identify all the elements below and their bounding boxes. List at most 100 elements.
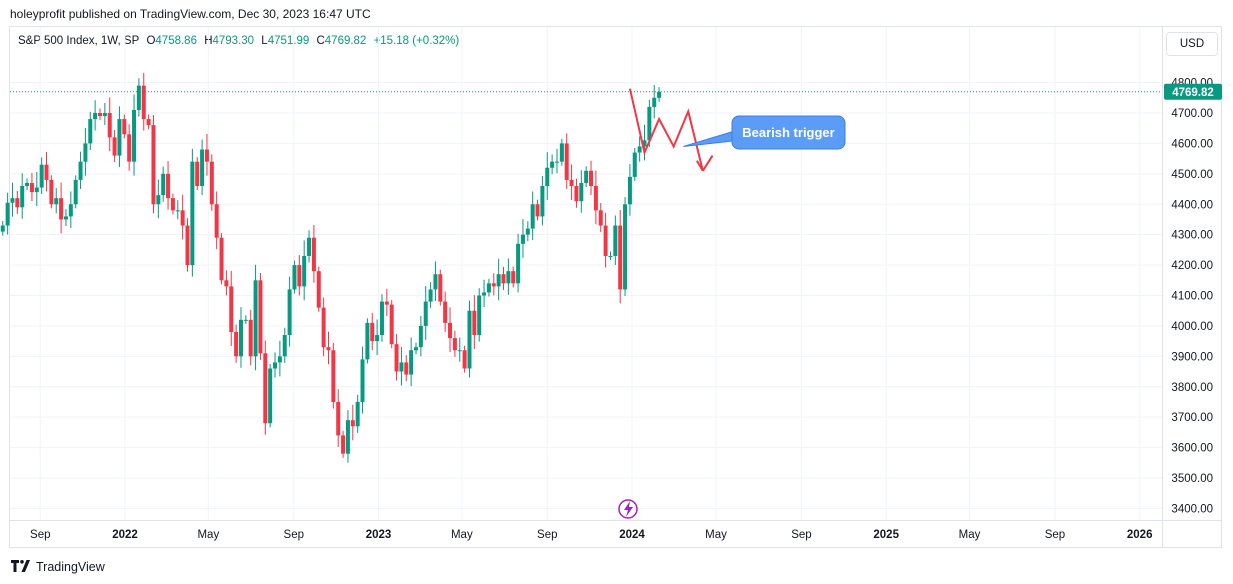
candle-body (554, 161, 559, 163)
candle-body (156, 195, 161, 205)
candle-body (263, 353, 268, 424)
candle-body (642, 140, 647, 147)
x-tick-label: 2024 (619, 529, 645, 541)
candle-body (428, 289, 433, 302)
y-tick-label: 4100.00 (1171, 291, 1213, 303)
candle-body (593, 186, 598, 211)
chart-frame (9, 26, 1222, 548)
y-tick-label: 4700.00 (1171, 108, 1213, 120)
candle-body (88, 119, 93, 144)
publisher-text: holeyprofit published on TradingView.com… (10, 7, 371, 21)
candle-body (20, 186, 25, 208)
candle-body (292, 265, 297, 290)
candle-body (25, 182, 30, 186)
currency-button[interactable]: USD (1166, 32, 1218, 56)
candle-body (253, 280, 258, 357)
x-tick-label: 2022 (112, 529, 138, 541)
candle-body (657, 91, 662, 98)
candle-body (195, 161, 200, 186)
candle-body (462, 350, 467, 369)
y-tick-label: 3900.00 (1171, 351, 1213, 363)
candle-body (637, 146, 642, 153)
candle-body (83, 143, 88, 162)
candle-body (603, 225, 608, 256)
candle-body (443, 301, 448, 323)
low-value: L4751.99 (261, 35, 310, 47)
candle-body (68, 204, 73, 217)
candle-body (404, 362, 409, 375)
y-tick-label: 4200.00 (1171, 260, 1213, 272)
candle-body (540, 186, 545, 217)
candle-body (29, 182, 34, 193)
open-value: O4758.86 (146, 35, 197, 47)
candle-body (170, 198, 175, 211)
candle-body (180, 210, 185, 226)
tradingview-logo-icon (11, 559, 31, 575)
candle-body (589, 170, 594, 186)
candle-body (0, 225, 5, 232)
candle-body (579, 182, 584, 202)
candle-body (482, 292, 487, 296)
candle-body (564, 143, 569, 180)
x-tick-label: 2023 (366, 529, 392, 541)
candle-body (73, 179, 78, 205)
x-tick-label: 2025 (873, 529, 899, 541)
candle-body (243, 319, 248, 321)
candle-body (574, 186, 579, 202)
candle-body (375, 335, 380, 342)
candle-body (608, 255, 613, 257)
candle-body (433, 274, 438, 290)
candle-body (389, 304, 394, 345)
y-tick-label: 3700.00 (1171, 412, 1213, 424)
candle-body (414, 347, 419, 351)
candle-body (520, 234, 525, 244)
y-tick-label: 4400.00 (1171, 199, 1213, 211)
x-tick-label: May (451, 529, 473, 541)
x-tick-label: Sep (30, 529, 50, 541)
candle-body (331, 350, 336, 402)
candle-body (97, 113, 102, 117)
y-tick-label: 3800.00 (1171, 382, 1213, 394)
candle-body (627, 176, 632, 205)
candle-body (370, 322, 375, 342)
y-tick-label: 3500.00 (1171, 473, 1213, 485)
close-value: C4769.82 (316, 35, 367, 47)
candle-body (311, 237, 316, 272)
candle-body (448, 322, 453, 339)
candle-body (618, 225, 623, 290)
candle-body (336, 401, 341, 436)
candle-body (550, 161, 555, 168)
ohlc-legend: S&P 500 Index, 1W, SP O4758.86 H4793.30 … (18, 35, 463, 47)
x-tick-label: Sep (284, 529, 304, 541)
y-tick-label: 4300.00 (1171, 230, 1213, 242)
candle-body (209, 161, 214, 205)
candle-body (238, 319, 243, 357)
x-tick-label: May (197, 529, 219, 541)
candle-body (384, 301, 389, 305)
candle-body (224, 280, 229, 287)
candle-body (102, 113, 107, 117)
candle-body (613, 225, 618, 256)
candle-body (525, 228, 530, 235)
candle-body (409, 350, 414, 375)
y-tick-label: 3400.00 (1171, 503, 1213, 515)
candle-body (506, 271, 511, 284)
candle-body (647, 106, 652, 141)
candle-body (146, 119, 151, 126)
candle-body (39, 164, 44, 188)
candle-body (132, 109, 137, 162)
y-tick-label: 4500.00 (1171, 169, 1213, 181)
candle-body (355, 401, 360, 427)
candle-body (136, 85, 141, 110)
candle-body (652, 97, 657, 107)
candle-body (141, 85, 146, 120)
candle-body (496, 274, 501, 287)
candle-body (491, 283, 496, 287)
candle-body (545, 167, 550, 186)
candle-body (345, 420, 350, 454)
candle-body (185, 225, 190, 266)
candle-body (516, 243, 521, 284)
candle-body (54, 198, 59, 205)
candle-body (161, 173, 166, 196)
